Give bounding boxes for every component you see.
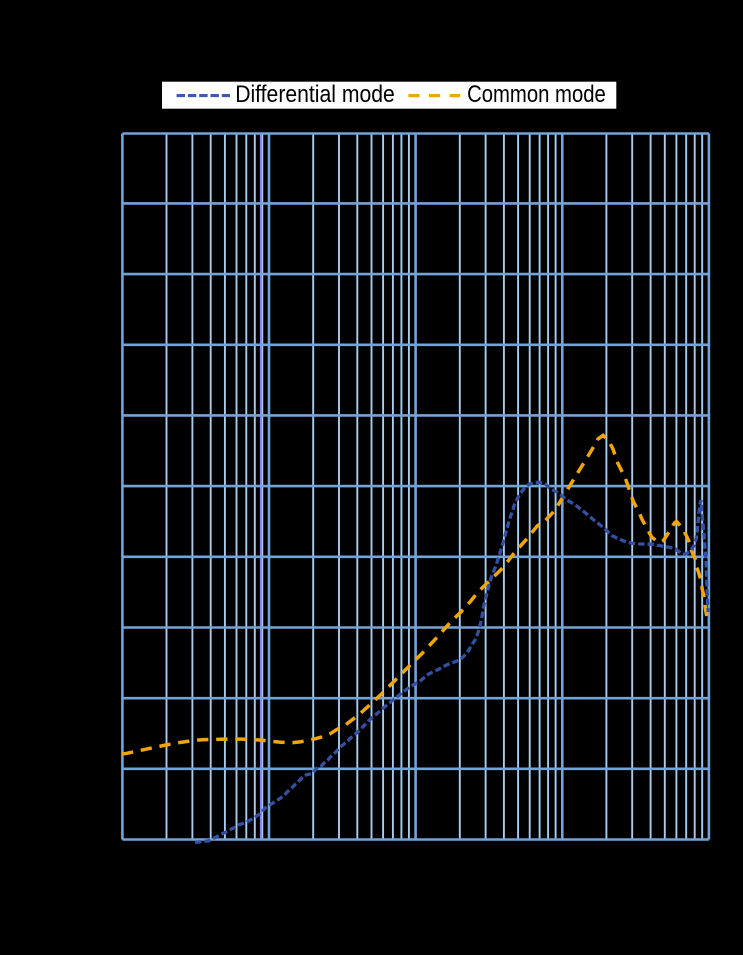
svg-text:Differential mode: Differential mode xyxy=(235,81,395,108)
svg-text:Common mode: Common mode xyxy=(467,81,606,108)
